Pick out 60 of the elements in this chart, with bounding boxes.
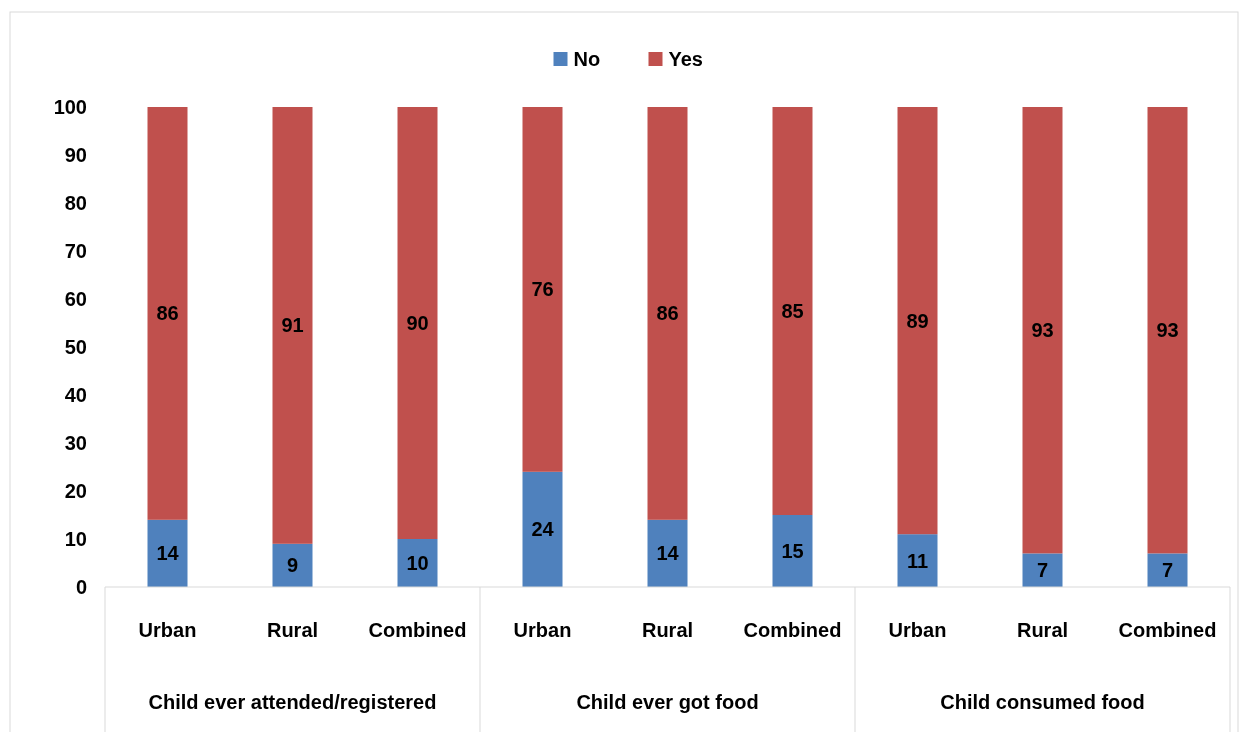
data-label: 86 <box>156 302 179 325</box>
legend-label: Yes <box>668 48 703 70</box>
data-label: 89 <box>906 309 929 332</box>
bar <box>147 519 188 587</box>
data-label: 86 <box>656 302 679 325</box>
x-tick-label: Combined <box>743 619 842 641</box>
data-label: 7 <box>1161 559 1174 582</box>
bar <box>147 107 188 520</box>
y-tick-label: 100 <box>53 96 87 118</box>
x-tick-label: Urban <box>513 619 572 641</box>
y-tick-label: 70 <box>64 240 87 262</box>
text: Child ever got food <box>576 691 759 713</box>
data-label: 76 <box>531 278 554 301</box>
x-tick-label: Urban <box>138 619 197 641</box>
data-label: 14 <box>656 542 680 565</box>
data-label: 90 <box>406 312 429 334</box>
bar <box>1022 107 1063 554</box>
bar <box>272 107 313 544</box>
y-tick-label: 20 <box>64 480 87 502</box>
x-tick-label: Rural <box>266 619 319 641</box>
bar <box>522 107 563 472</box>
bar <box>1147 553 1188 587</box>
bar <box>397 107 438 539</box>
text: Child consumed food <box>940 691 1145 713</box>
data-label: 9 <box>286 554 299 577</box>
y-tick-label: 50 <box>64 336 87 358</box>
data-label: 11 <box>906 549 929 572</box>
bar <box>272 543 313 587</box>
legend-label: No <box>573 48 601 70</box>
text: Child ever attended/registered <box>148 691 437 713</box>
y-tick-label: 10 <box>64 528 87 550</box>
bar <box>1022 553 1063 587</box>
data-label: 10 <box>406 552 429 574</box>
bar <box>897 107 938 535</box>
y-tick-label: 30 <box>64 432 87 454</box>
data-label: 93 <box>1031 319 1054 342</box>
x-tick-label: Rural <box>641 619 694 641</box>
y-tick-label: 80 <box>64 192 87 214</box>
data-label: 93 <box>1156 319 1179 342</box>
data-label: 14 <box>156 542 180 565</box>
y-tick-label: 40 <box>64 384 87 406</box>
bar <box>772 107 813 515</box>
bar <box>647 107 688 520</box>
y-tick-label: 90 <box>64 144 87 166</box>
y-tick-label: 60 <box>64 288 87 310</box>
data-label: 7 <box>1036 559 1049 582</box>
data-label: 24 <box>531 518 555 541</box>
x-tick-label: Combined <box>1118 619 1217 641</box>
data-label: 15 <box>781 540 804 562</box>
bar <box>897 534 938 587</box>
x-tick-label: Rural <box>1016 619 1069 641</box>
bar <box>522 471 563 587</box>
data-label: 91 <box>281 314 304 337</box>
x-tick-label: Combined <box>368 619 467 641</box>
data-label: 85 <box>781 300 804 322</box>
bar <box>647 519 688 587</box>
bar <box>772 515 813 587</box>
x-tick-label: Urban <box>888 619 947 641</box>
bar <box>1147 107 1188 554</box>
y-tick-label: 0 <box>75 576 87 598</box>
